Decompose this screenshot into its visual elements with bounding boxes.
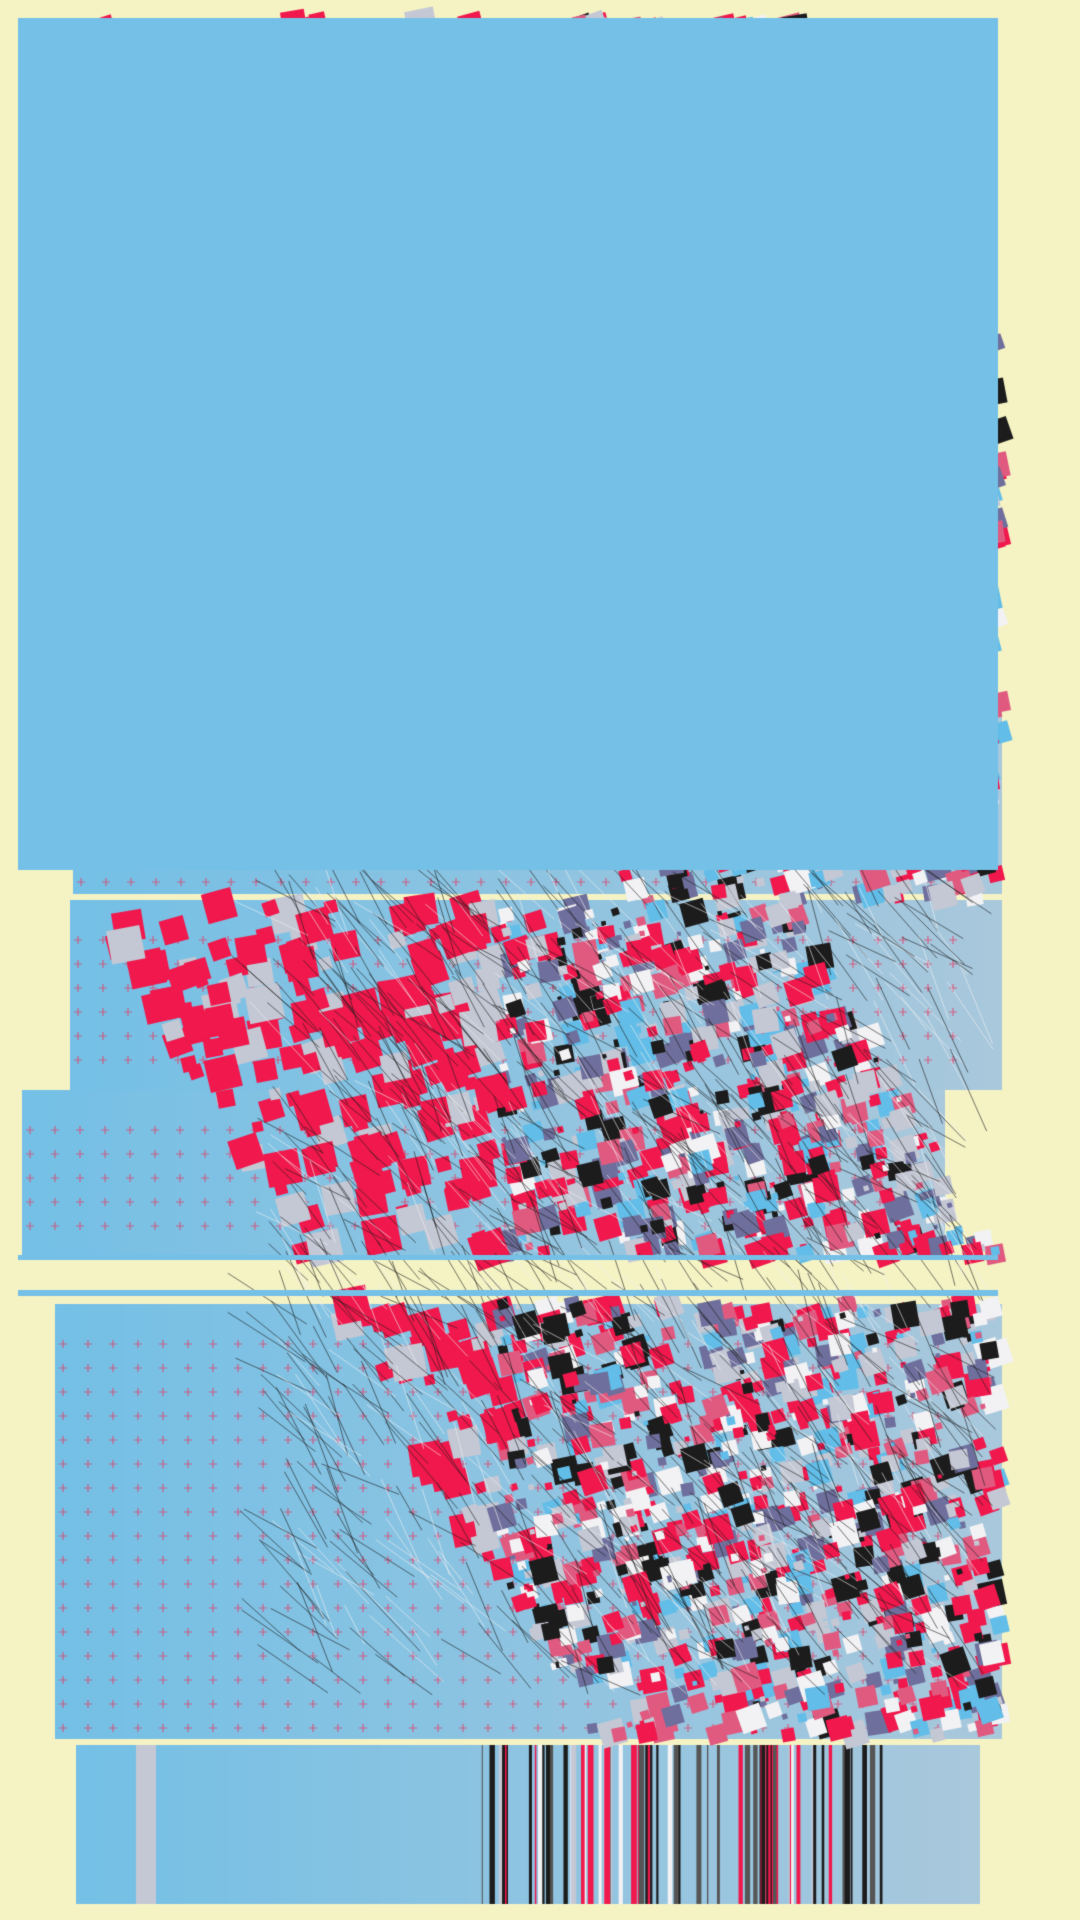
generative-artwork-canvas	[0, 0, 1080, 1920]
